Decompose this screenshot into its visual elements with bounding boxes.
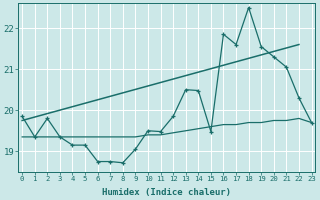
X-axis label: Humidex (Indice chaleur): Humidex (Indice chaleur) [102, 188, 231, 197]
